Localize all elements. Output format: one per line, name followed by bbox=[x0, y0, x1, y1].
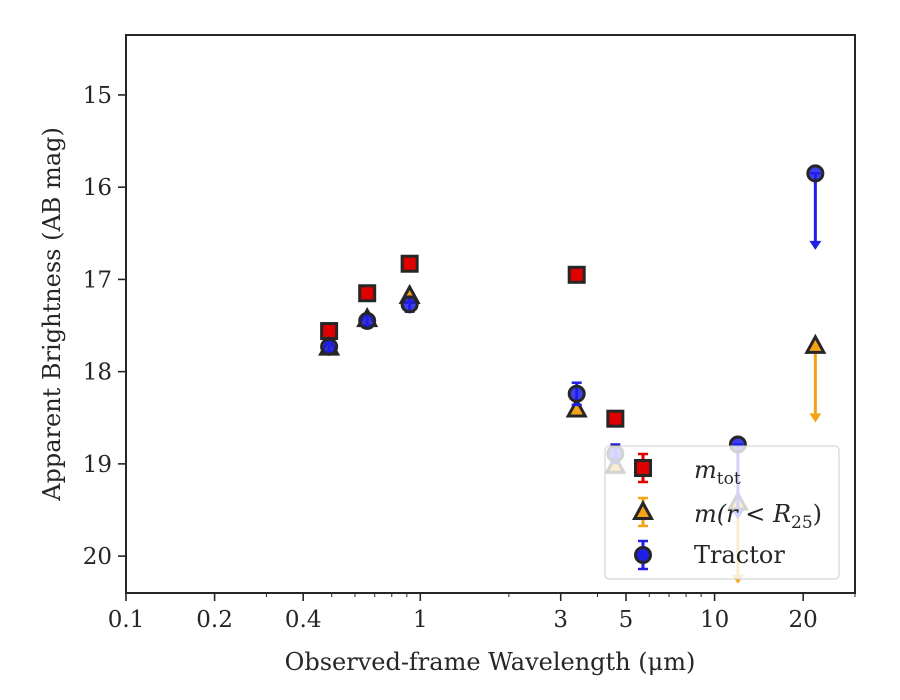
point-mtot bbox=[567, 265, 586, 284]
x-axis-label: Observed-frame Wavelength (μm) bbox=[285, 648, 696, 676]
point-mtot bbox=[606, 409, 625, 428]
x-tick-label: 5 bbox=[619, 607, 634, 633]
legend-box bbox=[604, 445, 840, 580]
point-tractor bbox=[400, 295, 419, 314]
legend-marker-mtot bbox=[634, 452, 652, 484]
y-tick-label: 19 bbox=[83, 452, 112, 478]
x-tick-label: 1 bbox=[413, 607, 428, 633]
legend-symbol-mtot bbox=[634, 459, 652, 477]
legend-label-tractor: Tractor bbox=[694, 541, 785, 569]
point-mtot bbox=[400, 254, 419, 273]
legend-entry-tractor: Tractor bbox=[634, 539, 785, 571]
x-tick-label: 0.2 bbox=[196, 607, 233, 633]
plot-frame bbox=[125, 34, 856, 594]
y-tick-label: 17 bbox=[83, 267, 112, 293]
legend-label-mr25-sub: 25 bbox=[791, 513, 813, 533]
legend-label-mr25-close: ) bbox=[813, 500, 822, 528]
legend-label-mtot-sub: tot bbox=[717, 469, 741, 489]
legend: mtot m(r < R25) Tractor bbox=[604, 445, 840, 580]
point-mr25 bbox=[565, 397, 588, 418]
y-tick-label: 15 bbox=[83, 83, 112, 109]
x-tick-label: 20 bbox=[789, 607, 818, 633]
legend-entry-mtot: mtot bbox=[634, 452, 741, 489]
x-tick-label: 0.1 bbox=[108, 607, 145, 633]
legend-marker-mr25 bbox=[631, 496, 655, 528]
upper-limit-arrow-tractor-head bbox=[809, 240, 822, 250]
legend-symbol-mr25 bbox=[631, 499, 655, 520]
x-axis-ticks: 0.1 0.2 0.4 1 3 5 10 20 bbox=[108, 593, 856, 633]
series-mtot bbox=[320, 254, 625, 428]
y-axis-ticks: 15 16 17 18 19 20 bbox=[83, 83, 126, 570]
legend-label-mr25-main: m(r < R bbox=[694, 500, 791, 528]
point-tractor bbox=[567, 384, 586, 403]
legend-symbol-tractor bbox=[634, 546, 652, 564]
x-tick-label: 10 bbox=[700, 607, 729, 633]
legend-label-mtot: mtot bbox=[694, 456, 741, 489]
legend-entry-mr25: m(r < R25) bbox=[631, 496, 822, 533]
point-mr25 bbox=[804, 333, 827, 354]
upper-limit-arrow-mr25-head bbox=[809, 413, 822, 423]
legend-label-mr25: m(r < R25) bbox=[694, 500, 822, 533]
x-tick-label: 0.4 bbox=[285, 607, 322, 633]
legend-marker-tractor bbox=[634, 539, 652, 571]
y-tick-label: 20 bbox=[83, 544, 112, 570]
y-tick-label: 18 bbox=[83, 360, 112, 386]
y-tick-label: 16 bbox=[83, 175, 112, 201]
legend-label-mtot-main: m bbox=[694, 456, 717, 484]
point-tractor bbox=[358, 311, 377, 330]
x-tick-label: 3 bbox=[553, 607, 568, 633]
point-tractor bbox=[806, 164, 825, 183]
y-axis-label: Apparent Brightness (AB mag) bbox=[38, 127, 66, 502]
point-mtot bbox=[358, 284, 377, 303]
point-tractor bbox=[320, 337, 339, 356]
